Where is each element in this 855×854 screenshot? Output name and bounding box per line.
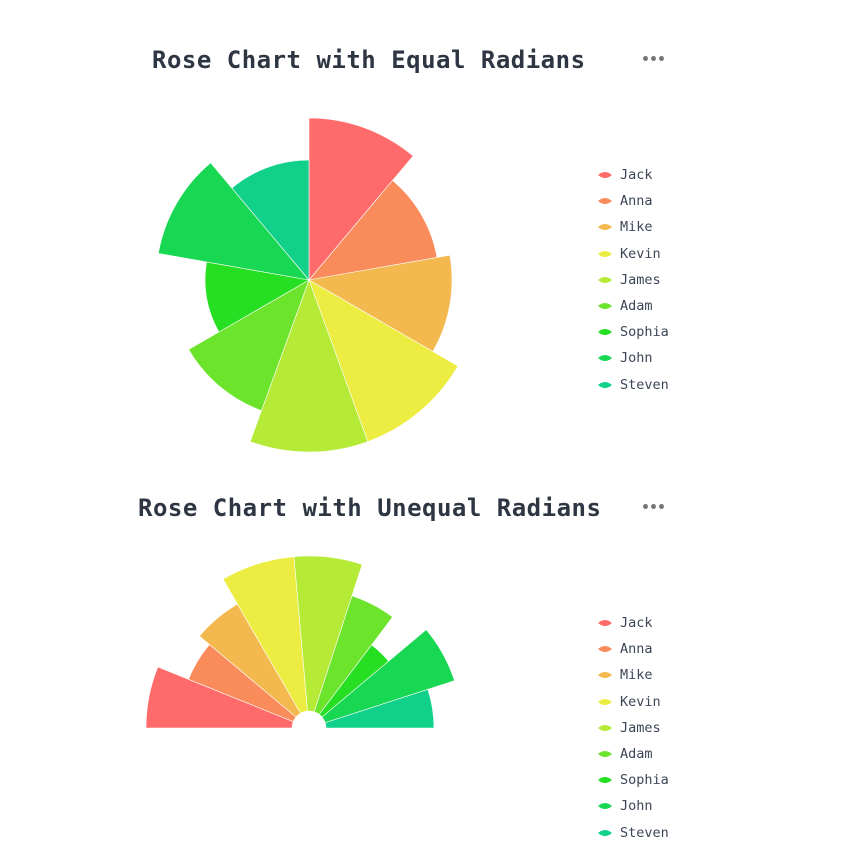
legend-swatch-icon	[598, 224, 612, 231]
sector-james[interactable]	[249, 279, 369, 453]
legend-label: James	[620, 719, 661, 736]
legend-item-john[interactable]: John	[598, 345, 669, 371]
legend-swatch-icon	[598, 329, 612, 336]
legend-item-james[interactable]: James	[598, 267, 669, 293]
legend-swatch-icon	[598, 777, 612, 784]
legend-item-jack[interactable]: Jack	[598, 162, 669, 188]
legend-item-john[interactable]: John	[598, 793, 669, 819]
legend-item-kevin[interactable]: Kevin	[598, 689, 669, 715]
legend-swatch-icon	[598, 672, 612, 679]
legend-swatch-icon	[598, 172, 612, 179]
legend-label: Mike	[620, 219, 653, 236]
chart-1-title: Rose Chart with Equal Radians	[152, 46, 586, 74]
legend-item-anna[interactable]: Anna	[598, 188, 669, 214]
legend-item-james[interactable]: James	[598, 715, 669, 741]
more-horizontal-icon[interactable]	[643, 501, 667, 511]
legend-label: John	[620, 798, 653, 815]
sector-kevin[interactable]	[308, 279, 459, 443]
legend-item-steven[interactable]: Steven	[598, 820, 669, 846]
sector-james[interactable]	[293, 555, 363, 713]
legend-label: Steven	[620, 824, 669, 841]
sector-jack[interactable]	[308, 117, 414, 281]
legend-label: Jack	[620, 615, 653, 632]
legend-swatch-icon	[598, 250, 612, 257]
sector-steven[interactable]	[324, 688, 435, 729]
legend-item-adam[interactable]: Adam	[598, 293, 669, 319]
chart-2-title: Rose Chart with Unequal Radians	[138, 494, 602, 522]
sector-steven[interactable]	[231, 159, 310, 281]
legend-label: James	[620, 271, 661, 288]
sector-john[interactable]	[157, 162, 310, 281]
legend-swatch-icon	[598, 355, 612, 362]
chart-2-legend: Jack Anna Mike Kevin James Adam Sophia John Stev…	[598, 610, 669, 846]
legend-label: Anna	[620, 193, 653, 210]
legend-swatch-icon	[598, 698, 612, 705]
legend-item-steven[interactable]: Steven	[598, 372, 669, 398]
sector-john[interactable]	[321, 629, 455, 724]
legend-label: Adam	[620, 746, 653, 763]
legend-label: Kevin	[620, 693, 661, 710]
chart-1-legend: Jack Anna Mike Kevin James Adam Sophia John Stev…	[598, 162, 669, 398]
legend-swatch-icon	[598, 620, 612, 627]
legend-item-jack[interactable]: Jack	[598, 610, 669, 636]
legend-swatch-icon	[598, 303, 612, 310]
legend-label: Sophia	[620, 772, 669, 789]
legend-swatch-icon	[598, 803, 612, 810]
legend-item-sophia[interactable]: Sophia	[598, 767, 669, 793]
legend-item-sophia[interactable]: Sophia	[598, 319, 669, 345]
sector-anna[interactable]	[308, 179, 438, 281]
legend-swatch-icon	[598, 646, 612, 653]
legend-item-adam[interactable]: Adam	[598, 741, 669, 767]
legend-label: Kevin	[620, 245, 661, 262]
legend-swatch-icon	[598, 276, 612, 283]
legend-label: Steven	[620, 376, 669, 393]
legend-swatch-icon	[598, 724, 612, 731]
sector-mike[interactable]	[308, 254, 453, 352]
legend-label: John	[620, 350, 653, 367]
legend-swatch-icon	[598, 381, 612, 388]
legend-swatch-icon	[598, 829, 612, 836]
more-horizontal-icon[interactable]	[643, 53, 667, 63]
legend-label: Anna	[620, 641, 653, 658]
legend-item-mike[interactable]: Mike	[598, 214, 669, 240]
legend-label: Adam	[620, 298, 653, 315]
legend-item-anna[interactable]: Anna	[598, 636, 669, 662]
legend-swatch-icon	[598, 198, 612, 205]
legend-label: Mike	[620, 667, 653, 684]
sector-adam[interactable]	[188, 279, 310, 412]
legend-label: Sophia	[620, 324, 669, 341]
legend-label: Jack	[620, 167, 653, 184]
legend-item-mike[interactable]: Mike	[598, 662, 669, 688]
sector-sophia[interactable]	[204, 261, 310, 333]
legend-item-kevin[interactable]: Kevin	[598, 241, 669, 267]
legend-swatch-icon	[598, 751, 612, 758]
sector-jack[interactable]	[145, 666, 294, 729]
